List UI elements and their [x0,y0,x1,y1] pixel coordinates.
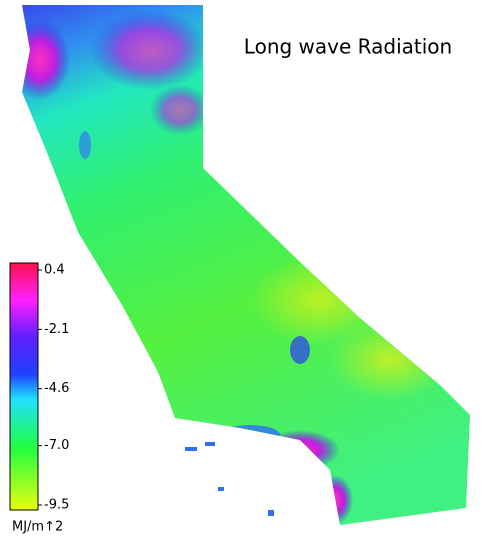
colorbar-tick-label: -4.6 [44,381,69,396]
colorbar-tick-label: -7.0 [44,438,69,453]
colorbar-tick-label: -9.5 [44,498,69,513]
colorbar-tick-label: -2.1 [44,322,69,337]
map-title: Long wave Radiation [244,35,452,59]
islands [185,442,274,516]
colorbar-unit: MJ/m↑2 [12,520,63,535]
colorbar [9,262,39,511]
colorbar-tick-label: 0.4 [44,263,65,278]
